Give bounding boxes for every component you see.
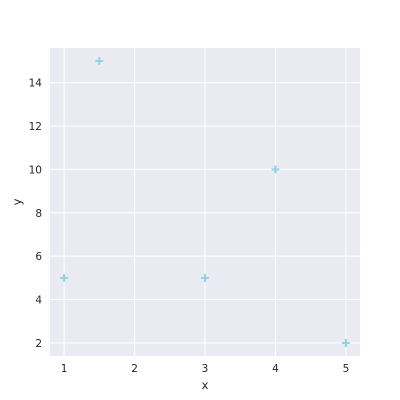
x-tick-label: 5: [343, 363, 350, 375]
data-point: [341, 338, 350, 347]
y-axis-label: y: [10, 198, 24, 205]
data-point: [60, 273, 69, 282]
x-tick-label: 4: [272, 363, 279, 375]
y-tick-label: 14: [29, 78, 43, 90]
data-point: [201, 273, 209, 282]
x-tick-label: 1: [61, 363, 68, 375]
y-tick-label: 12: [29, 121, 42, 133]
data-point: [271, 165, 280, 174]
y-tick-label: 4: [35, 295, 42, 307]
x-tick-label: 2: [131, 363, 138, 375]
x-axis-label: x: [202, 378, 209, 392]
y-tick-label: 10: [29, 164, 42, 176]
grid: [50, 48, 360, 356]
y-tick-label: 6: [35, 251, 42, 263]
data-points: [60, 57, 350, 347]
x-tick-label: 3: [202, 363, 209, 375]
y-tick-label: 2: [35, 338, 42, 350]
data-point: [95, 57, 104, 66]
y-tick-label: 8: [35, 208, 42, 220]
